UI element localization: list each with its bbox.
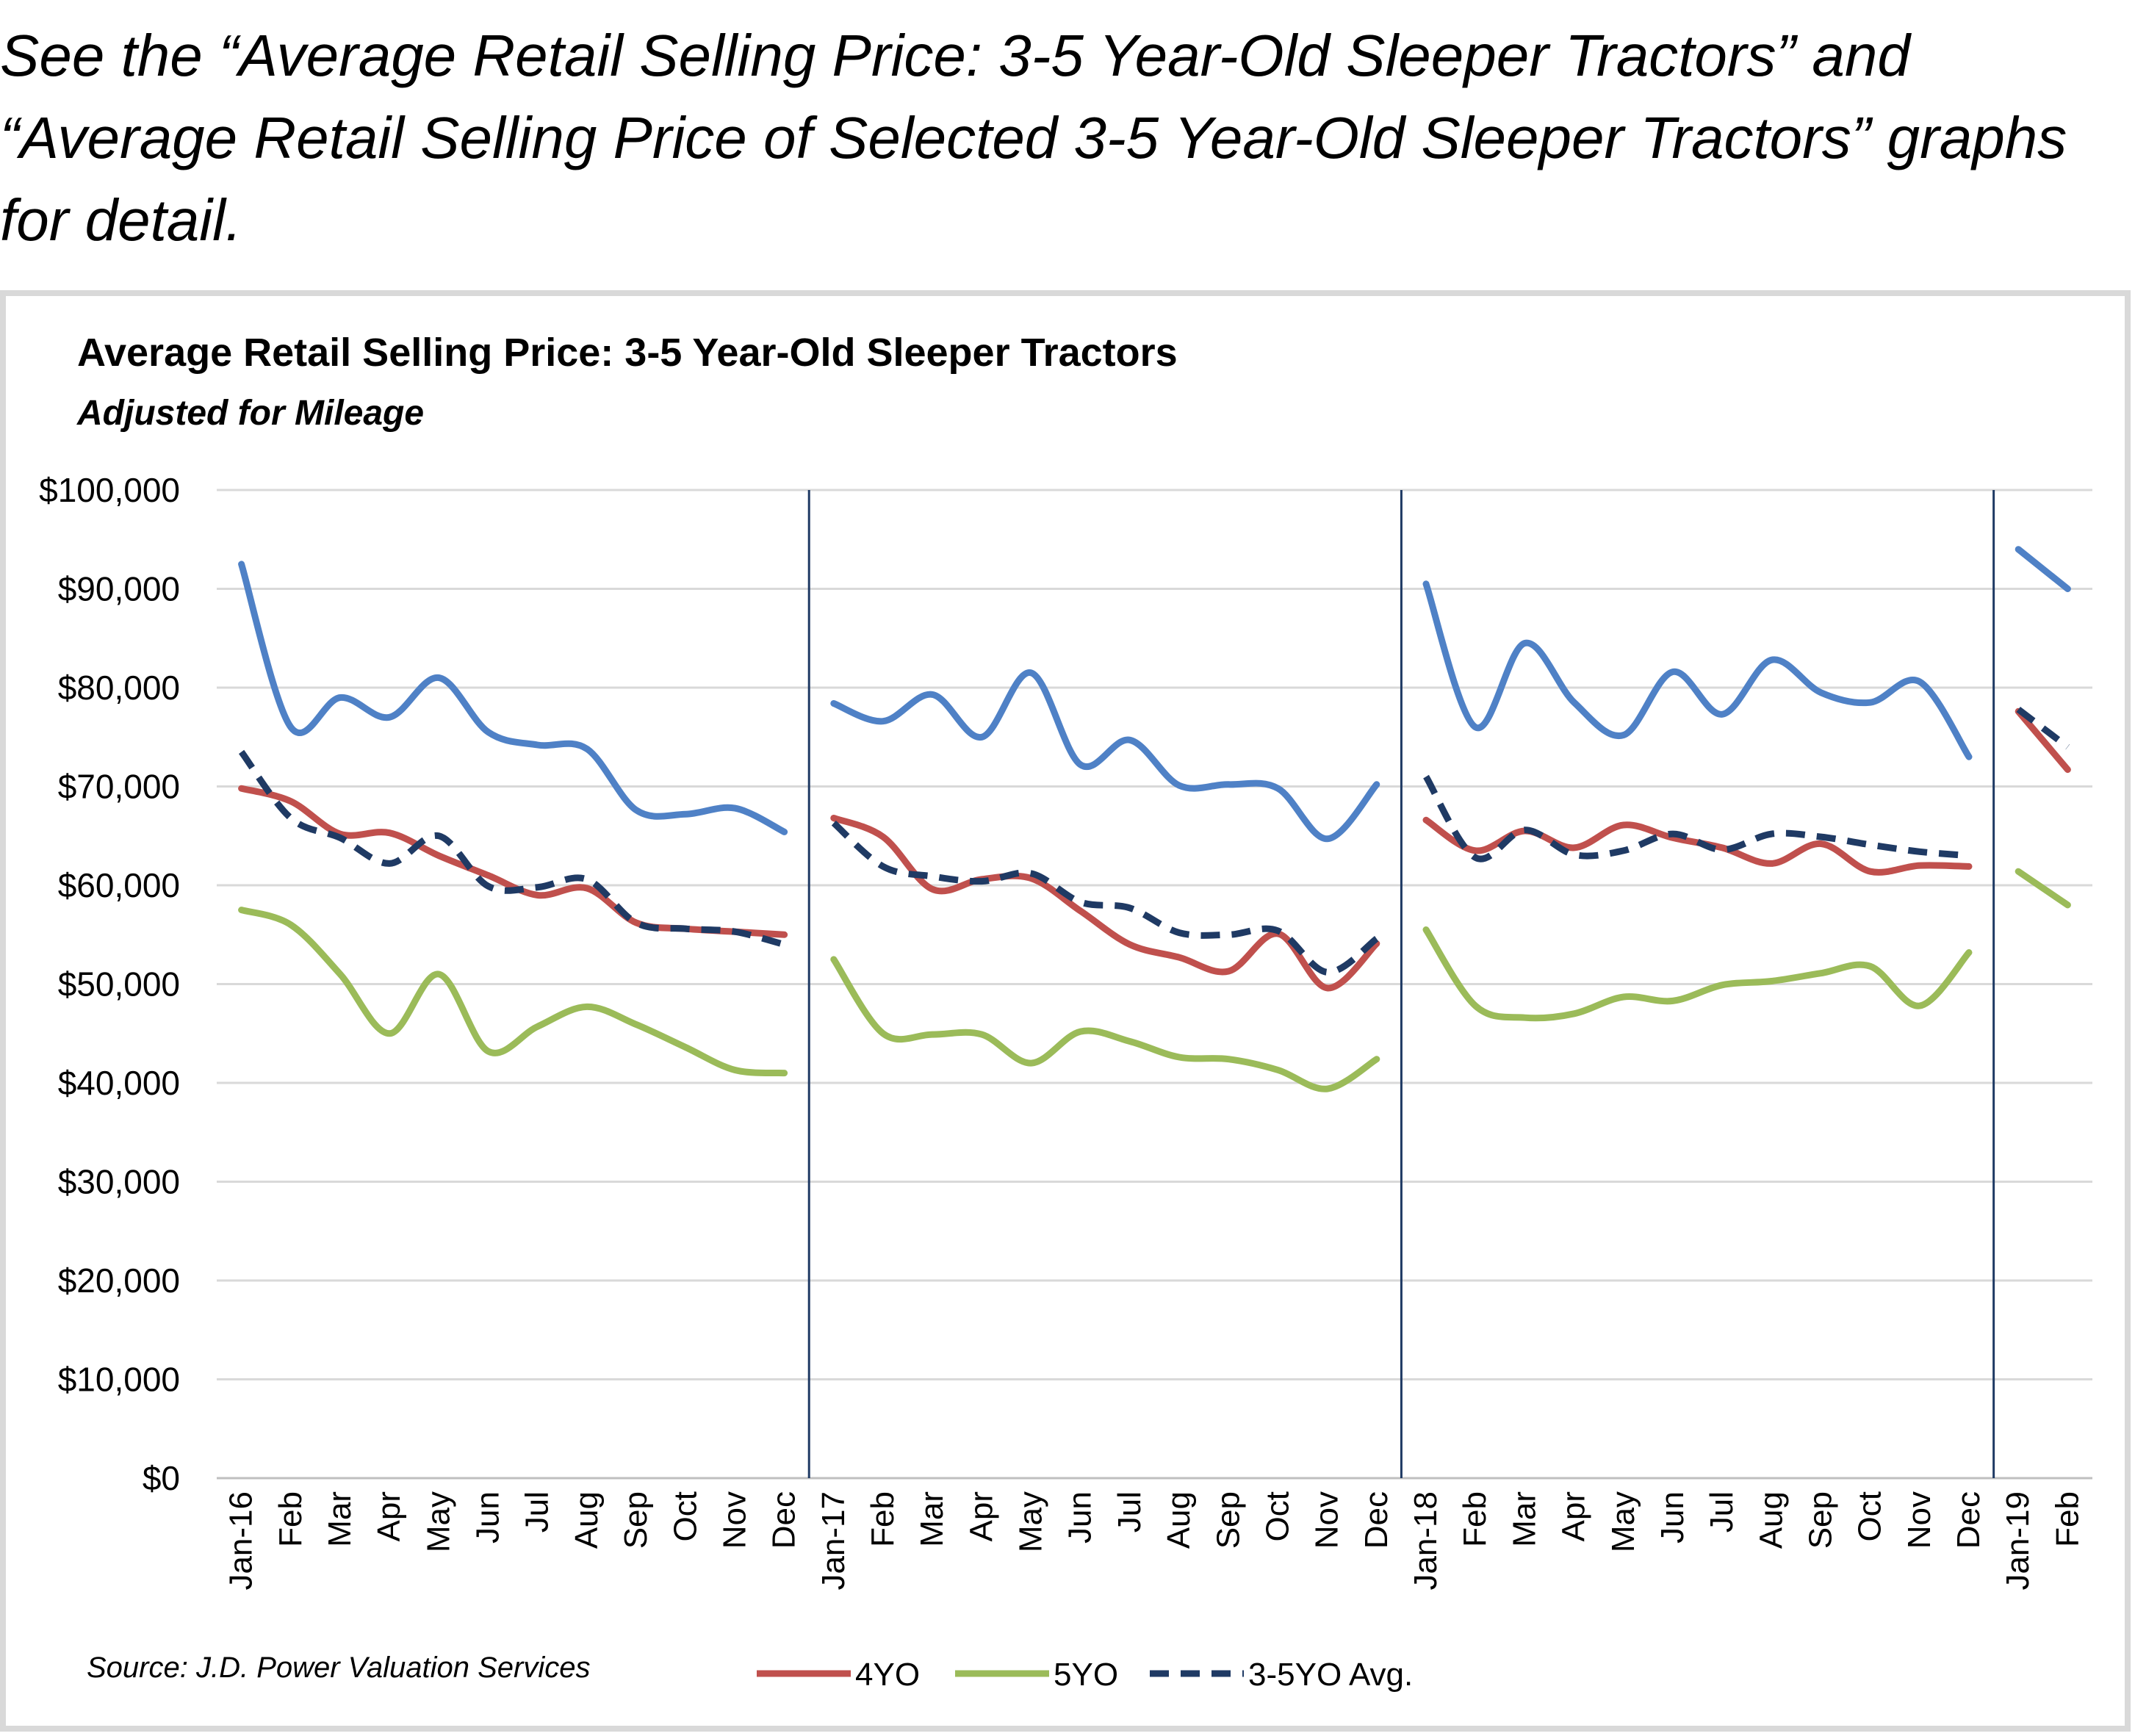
- x-tick-label: Feb: [2049, 1491, 2085, 1547]
- series-line: [1422, 816, 1973, 876]
- series-line: [238, 749, 785, 948]
- x-tick-label: Jan-17: [816, 1491, 852, 1591]
- x-tick-label: Jan-19: [2000, 1491, 2036, 1591]
- series-line: [830, 669, 1380, 843]
- x-tick-label: Apr: [1556, 1491, 1592, 1541]
- x-tick-label: Nov: [716, 1491, 752, 1549]
- x-tick-label: Jun: [1655, 1491, 1691, 1544]
- chart-frame: [0, 290, 2131, 1732]
- legend-label: 4YO: [855, 1657, 920, 1693]
- y-tick-label: $10,000: [58, 1361, 180, 1399]
- x-tick-label: Nov: [1901, 1491, 1937, 1549]
- legend-label: 5YO: [1054, 1657, 1118, 1693]
- intro-line-2: “Average Retail Selling Price of Selecte…: [0, 105, 2067, 170]
- y-tick-label: $0: [143, 1459, 180, 1497]
- series-line: [830, 815, 1380, 992]
- x-tick-label: Jun: [1062, 1491, 1098, 1544]
- series-line: [1422, 926, 1973, 1022]
- series-3: [238, 707, 2070, 976]
- chart-subtitle: Adjusted for Mileage: [76, 394, 424, 433]
- y-tick-label: $90,000: [58, 570, 180, 608]
- x-tick-label: Sep: [1210, 1491, 1246, 1549]
- x-tick-label: Oct: [1259, 1491, 1295, 1541]
- x-tick-label: Oct: [667, 1491, 703, 1541]
- x-tick-label: Jun: [470, 1491, 506, 1544]
- series-line: [2015, 707, 2071, 774]
- y-tick-label: $30,000: [58, 1163, 180, 1201]
- y-tick-label: $80,000: [58, 669, 180, 707]
- series-line: [2016, 707, 2070, 750]
- intro-line-1: See the “Average Retail Selling Price: 3…: [0, 23, 1910, 88]
- x-tick-label: Apr: [963, 1491, 999, 1541]
- series-line: [2015, 546, 2071, 592]
- x-tick-label: Sep: [1802, 1491, 1838, 1549]
- legend-label: 3-5YO Avg.: [1248, 1657, 1413, 1693]
- x-tick-label: Jul: [519, 1491, 555, 1532]
- x-tick-label: Mar: [914, 1491, 950, 1547]
- x-tick-label: May: [1013, 1491, 1049, 1552]
- source-note: Source: J.D. Power Valuation Services: [87, 1652, 591, 1684]
- series-line: [830, 956, 1380, 1092]
- x-tick-label: Apr: [371, 1491, 407, 1541]
- series-line: [2015, 868, 2071, 909]
- x-tick-label: Jan-18: [1408, 1491, 1444, 1591]
- y-tick-label: $40,000: [58, 1064, 180, 1102]
- series-0: [238, 546, 2071, 843]
- series-2: [238, 868, 2071, 1092]
- series-line: [831, 820, 1379, 976]
- x-tick-label: May: [420, 1491, 456, 1552]
- x-tick-label: Jan-16: [223, 1491, 259, 1591]
- y-tick-label: $70,000: [58, 768, 180, 806]
- y-tick-label: $20,000: [58, 1261, 180, 1300]
- x-tick-label: Oct: [1852, 1491, 1888, 1541]
- x-tick-label: Dec: [766, 1491, 802, 1549]
- series-line: [238, 907, 788, 1077]
- series-1: [238, 707, 2071, 992]
- x-tick-label: Aug: [569, 1491, 605, 1549]
- intro-line-3: for detail.: [0, 187, 242, 253]
- x-tick-label: Feb: [273, 1491, 309, 1547]
- intro-text: See the “Average Retail Selling Price: 3…: [0, 15, 2135, 262]
- y-tick-label: $50,000: [58, 965, 180, 1004]
- x-tick-label: Aug: [1161, 1491, 1197, 1549]
- y-tick-label: $100,000: [39, 471, 180, 509]
- y-tick-label: $60,000: [58, 866, 180, 904]
- series-line: [238, 561, 788, 835]
- x-tick-label: Sep: [618, 1491, 654, 1549]
- x-tick-label: Jul: [1112, 1491, 1148, 1532]
- x-tick-label: Aug: [1753, 1491, 1789, 1549]
- x-tick-label: Dec: [1951, 1491, 1987, 1549]
- x-tick-label: Feb: [1457, 1491, 1493, 1547]
- x-tick-label: Mar: [322, 1491, 358, 1547]
- x-tick-label: Feb: [865, 1491, 901, 1547]
- x-tick-label: Jul: [1704, 1491, 1740, 1532]
- x-tick-label: Dec: [1358, 1491, 1394, 1549]
- series-line: [1423, 774, 1970, 862]
- x-tick-label: Nov: [1309, 1491, 1345, 1549]
- x-tick-label: May: [1605, 1491, 1641, 1552]
- series-line: [1422, 580, 1973, 760]
- x-tick-label: Mar: [1506, 1491, 1542, 1547]
- chart-title: Average Retail Selling Price: 3-5 Year-O…: [77, 331, 1178, 375]
